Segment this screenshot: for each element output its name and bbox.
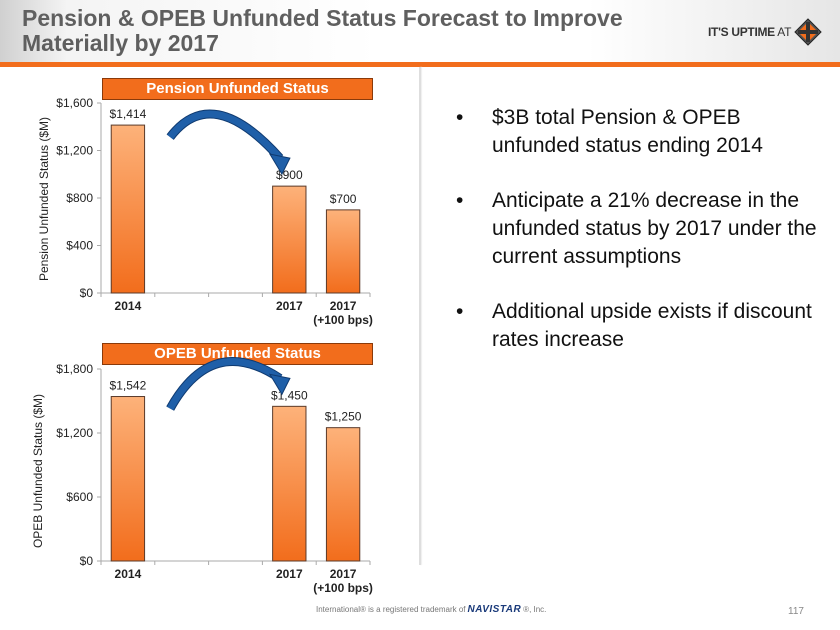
brand-tagline: IT'S UPTIME AT bbox=[708, 25, 791, 39]
brand-lockup: IT'S UPTIME AT bbox=[708, 18, 822, 46]
brand-tagline-thin: AT bbox=[774, 25, 792, 39]
slide-header: Pension & OPEB Unfunded Status Forecast … bbox=[0, 0, 840, 62]
trademark-suffix: ®, Inc. bbox=[523, 605, 547, 614]
bullet-marker: • bbox=[456, 189, 464, 212]
key-point-text: Anticipate a 21% decrease in the unfunde… bbox=[492, 189, 817, 268]
arrow-head bbox=[268, 153, 291, 176]
y-tick-label: $1,200 bbox=[56, 426, 93, 440]
bar bbox=[325, 209, 361, 294]
slide-title: Pension & OPEB Unfunded Status Forecast … bbox=[22, 6, 623, 56]
y-tick-label: $400 bbox=[66, 239, 93, 253]
x-tick-label: 2017 bbox=[276, 299, 303, 313]
bar bbox=[110, 124, 146, 294]
pension-chart: $0$400$800$1,200$1,600$1,4142014$9002017… bbox=[56, 96, 373, 327]
x-tick-label: (+100 bps) bbox=[313, 313, 373, 327]
page-number: 117 bbox=[788, 606, 804, 617]
x-tick-label: 2014 bbox=[115, 567, 142, 581]
arrow-shaft bbox=[167, 110, 283, 161]
arrow-shaft bbox=[167, 358, 282, 411]
y-tick-label: $0 bbox=[80, 286, 94, 300]
bullet-marker: • bbox=[456, 106, 464, 129]
navistar-logo: NAVISTAR bbox=[467, 604, 522, 615]
y-tick-label: $600 bbox=[66, 490, 93, 504]
brand-tagline-bold: IT'S UPTIME bbox=[708, 25, 775, 39]
title-line-2: Materially by 2017 bbox=[22, 30, 219, 56]
key-point: • $3B total Pension & OPEB unfunded statu… bbox=[456, 104, 826, 160]
bullet-marker: • bbox=[456, 300, 464, 323]
data-label: $700 bbox=[330, 192, 357, 206]
trademark-footer: International® is a registered trademark… bbox=[316, 604, 546, 615]
bar bbox=[110, 396, 146, 562]
data-label: $1,542 bbox=[110, 379, 147, 393]
opeb-chart-title: OPEB Unfunded Status bbox=[102, 343, 373, 365]
international-diamond-logo-icon bbox=[794, 18, 822, 46]
data-label: $1,414 bbox=[110, 107, 147, 121]
y-tick-label: $1,800 bbox=[56, 362, 93, 376]
trademark-text: International® is a registered trademark… bbox=[316, 605, 466, 614]
bar bbox=[325, 427, 361, 562]
data-label: $1,450 bbox=[271, 388, 308, 402]
x-tick-label: 2017 bbox=[330, 299, 357, 313]
x-tick-label: 2017 bbox=[276, 567, 303, 581]
vertical-divider bbox=[419, 67, 421, 565]
data-label: $1,250 bbox=[325, 410, 362, 424]
y-tick-label: $1,200 bbox=[56, 144, 93, 158]
title-line-1: Pension & OPEB Unfunded Status Forecast … bbox=[22, 5, 623, 31]
x-tick-label: 2014 bbox=[115, 299, 142, 313]
bar bbox=[272, 185, 307, 294]
y-tick-label: $0 bbox=[80, 554, 94, 568]
key-point-text: $3B total Pension & OPEB unfunded status… bbox=[492, 106, 763, 157]
key-points-list: • $3B total Pension & OPEB unfunded statu… bbox=[456, 104, 826, 381]
x-tick-label: 2017 bbox=[330, 567, 357, 581]
pension-chart-title: Pension Unfunded Status bbox=[102, 78, 373, 100]
header-rule bbox=[0, 62, 840, 67]
opeb-chart: $0 $600 $1,200 $1,800 $1,542 2014 $1,450 2017 $1… bbox=[56, 357, 373, 595]
curved-arrow-icon bbox=[166, 357, 291, 411]
bar bbox=[272, 405, 307, 562]
key-point: • Anticipate a 21% decrease in the unfund… bbox=[456, 187, 826, 271]
y-tick-label: $800 bbox=[66, 191, 93, 205]
x-tick-label: (+100 bps) bbox=[313, 581, 373, 595]
curved-arrow-icon bbox=[166, 109, 291, 176]
key-point: • Additional upside exists if discount ra… bbox=[456, 298, 826, 354]
arrow-head bbox=[268, 373, 291, 396]
key-point-text: Additional upside exists if discount rat… bbox=[492, 300, 812, 351]
y-tick-label: $1,600 bbox=[56, 96, 93, 110]
